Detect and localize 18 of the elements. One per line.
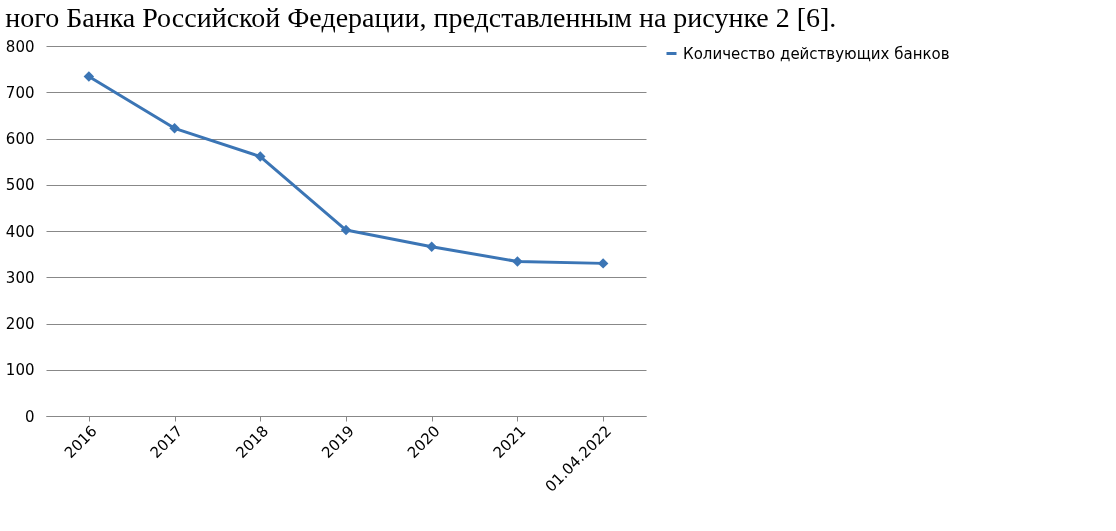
- point: [340, 224, 352, 236]
- y-tick-label: 400: [5, 222, 35, 241]
- point: [512, 256, 523, 267]
- y-tick-label: 0: [24, 407, 35, 426]
- y-tick-label: 300: [5, 268, 35, 287]
- y-tick-label: 700: [5, 83, 35, 102]
- point: [426, 241, 437, 252]
- point: [255, 151, 266, 162]
- y-tick-label: 800: [5, 37, 35, 56]
- y-tick-label: 600: [5, 130, 35, 148]
- point: [169, 123, 180, 134]
- text: ного Банка Российской Федерации, представленным на рисунке 2 [6].: [5, 2, 837, 33]
- point: [83, 71, 95, 82]
- y-tick-label: 100: [5, 361, 35, 380]
- legend-label: Количество действующих банков: [683, 44, 950, 63]
- y-tick-label: 200: [5, 315, 35, 333]
- y-tick-label: 500: [5, 176, 35, 195]
- point: [597, 258, 609, 269]
